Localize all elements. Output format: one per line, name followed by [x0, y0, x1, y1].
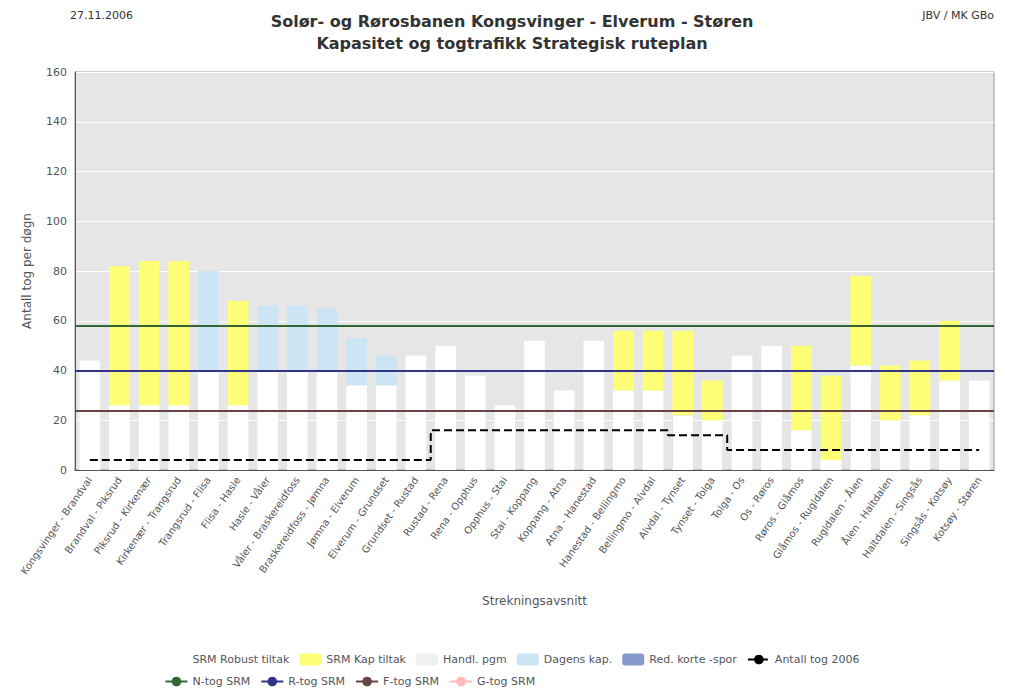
svg-text:Kirkenær - Trangsrud: Kirkenær - Trangsrud: [114, 474, 184, 567]
svg-text:Hanestad - Bellingmo: Hanestad - Bellingmo: [557, 474, 628, 570]
svg-text:Rugldalen - Ålen: Rugldalen - Ålen: [808, 474, 865, 548]
svg-text:R-tog SRM: R-tog SRM: [288, 675, 345, 688]
svg-text:Jømna - Elverum: Jømna - Elverum: [304, 475, 361, 550]
svg-text:Kotsøy - Støren: Kotsøy - Støren: [931, 475, 984, 544]
svg-text:Hasle - Våler: Hasle - Våler: [227, 474, 273, 533]
svg-text:Braskereidfoss - Jømna: Braskereidfoss - Jømna: [256, 474, 332, 575]
svg-text:120: 120: [46, 165, 67, 178]
svg-text:60: 60: [53, 314, 67, 327]
svg-text:Grundset - Rustad: Grundset - Rustad: [359, 475, 420, 555]
svg-text:Ålen - Haltdalen: Ålen - Haltdalen: [839, 474, 895, 547]
svg-text:Stai - Koppang: Stai - Koppang: [488, 474, 539, 541]
svg-text:Opphus - Stai: Opphus - Stai: [461, 474, 510, 537]
svg-text:Dagens kap.: Dagens kap.: [544, 653, 613, 666]
svg-text:Kongsvinger - Brandval: Kongsvinger - Brandval: [18, 474, 95, 577]
svg-text:140: 140: [46, 115, 67, 128]
svg-text:SRM Kap tiltak: SRM Kap tiltak: [326, 653, 406, 666]
svg-text:Antall tog per døgn: Antall tog per døgn: [20, 213, 34, 329]
svg-text:N-tog SRM: N-tog SRM: [192, 675, 250, 688]
svg-text:Flisa - Hasle: Flisa - Hasle: [198, 474, 243, 531]
svg-text:Koppang - Atna: Koppang - Atna: [515, 474, 569, 544]
svg-text:Singsås - Kotsøy: Singsås - Kotsøy: [897, 474, 954, 548]
svg-text:Tolga - Os: Tolga - Os: [709, 474, 747, 522]
svg-text:Red. korte -spor: Red. korte -spor: [649, 653, 737, 666]
svg-text:Våler - Braskereidfoss: Våler - Braskereidfoss: [230, 474, 302, 570]
svg-text:160: 160: [46, 66, 67, 79]
svg-text:Os - Røros: Os - Røros: [737, 474, 777, 524]
svg-text:Haltdalen - Singsås: Haltdalen - Singsås: [860, 474, 925, 561]
svg-text:Kapasitet og togtrafikk Strate: Kapasitet og togtrafikk Strategisk rutep…: [316, 34, 707, 53]
svg-text:SRM Robust tiltak: SRM Robust tiltak: [192, 653, 289, 666]
svg-text:40: 40: [53, 364, 67, 377]
svg-text:Rena - Opphus: Rena - Opphus: [428, 474, 480, 542]
svg-text:100: 100: [46, 215, 67, 228]
svg-text:Elverum - Grundset: Elverum - Grundset: [325, 474, 391, 561]
svg-text:Bellingmo - Alvdal: Bellingmo - Alvdal: [597, 475, 658, 556]
svg-text:Piksrud - Kirkenær: Piksrud - Kirkenær: [92, 474, 154, 557]
svg-text:Solør- og Rørosbanen Kongsving: Solør- og Rørosbanen Kongsvinger - Elver…: [271, 12, 754, 31]
svg-text:Tynset - Tolga: Tynset - Tolga: [668, 475, 717, 538]
svg-text:20: 20: [53, 414, 67, 427]
svg-text:Brandval - Piksrud: Brandval - Piksrud: [63, 475, 124, 556]
svg-text:F-tog SRM: F-tog SRM: [383, 675, 439, 688]
svg-text:JBV / MK GBo: JBV / MK GBo: [921, 9, 994, 22]
svg-text:Glåmos - Rugldalen: Glåmos - Rugldalen: [770, 474, 836, 561]
svg-text:Strekningsavsnitt: Strekningsavsnitt: [482, 594, 587, 608]
svg-text:Atna - Hanestad: Atna - Hanestad: [543, 475, 598, 547]
svg-text:0: 0: [60, 464, 67, 477]
svg-text:Rustad - Rena: Rustad - Rena: [401, 474, 451, 539]
svg-text:G-tog SRM: G-tog SRM: [477, 675, 535, 688]
svg-text:80: 80: [53, 265, 67, 278]
svg-text:27.11.2006: 27.11.2006: [70, 9, 133, 22]
svg-text:Antall tog 2006: Antall tog 2006: [775, 653, 860, 666]
svg-text:Trangsrud - Flisa: Trangsrud - Flisa: [156, 475, 213, 549]
svg-text:Røros - Glåmos: Røros - Glåmos: [753, 474, 806, 544]
svg-text:Alvdal - Tynset: Alvdal - Tynset: [636, 474, 688, 541]
svg-text:Handl. pgm: Handl. pgm: [443, 653, 507, 666]
